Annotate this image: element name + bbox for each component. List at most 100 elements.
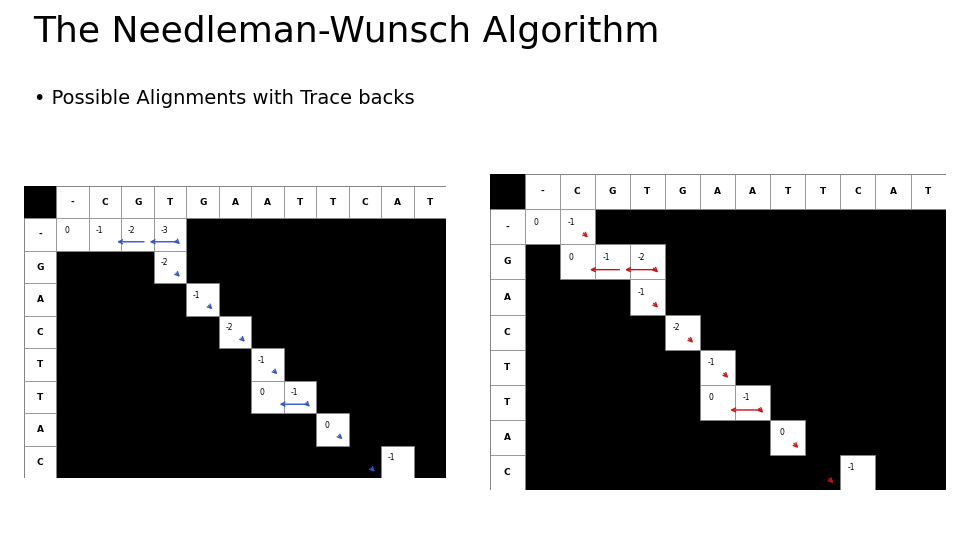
Text: -: - — [505, 222, 509, 231]
Text: 0: 0 — [324, 421, 329, 430]
Bar — [490, 210, 525, 245]
Text: T: T — [784, 187, 791, 197]
Text: A: A — [714, 187, 721, 197]
Text: -1: -1 — [388, 454, 396, 462]
Bar — [24, 316, 57, 348]
Text: 0: 0 — [568, 253, 573, 262]
Bar — [560, 245, 595, 280]
Text: T: T — [504, 363, 511, 372]
Bar — [665, 174, 700, 210]
Bar — [24, 348, 57, 381]
Text: C: C — [504, 328, 511, 336]
Text: C: C — [362, 198, 369, 207]
Text: G: G — [609, 187, 616, 197]
Text: -3: -3 — [160, 226, 168, 235]
Bar — [57, 186, 89, 218]
Text: C: C — [36, 328, 43, 336]
Bar — [284, 186, 317, 218]
Text: -1: -1 — [637, 288, 645, 297]
Text: T: T — [297, 198, 303, 207]
Text: A: A — [264, 198, 271, 207]
Text: 0: 0 — [779, 428, 784, 437]
Bar — [57, 218, 89, 251]
Bar — [154, 251, 186, 284]
Bar — [595, 174, 630, 210]
Text: C: C — [504, 468, 511, 477]
Bar — [700, 384, 735, 420]
Bar — [525, 174, 560, 210]
Text: T: T — [427, 198, 433, 207]
Bar — [665, 315, 700, 349]
Text: 0: 0 — [64, 226, 69, 235]
Bar — [735, 384, 770, 420]
Bar — [490, 349, 525, 384]
Bar — [89, 186, 122, 218]
Bar — [24, 446, 57, 478]
Bar — [89, 218, 122, 251]
Text: A: A — [395, 198, 401, 207]
Bar — [630, 174, 665, 210]
Bar — [381, 186, 414, 218]
Text: T: T — [924, 187, 931, 197]
Bar — [317, 186, 348, 218]
Bar — [876, 174, 910, 210]
Text: -2: -2 — [226, 323, 233, 333]
Text: T: T — [820, 187, 826, 197]
Text: A: A — [231, 198, 239, 207]
Bar — [490, 280, 525, 315]
Text: T: T — [329, 198, 336, 207]
Bar — [186, 186, 219, 218]
Bar — [560, 174, 595, 210]
Text: -2: -2 — [637, 253, 645, 262]
Text: -1: -1 — [291, 388, 299, 397]
Text: G: G — [199, 198, 206, 207]
Text: -1: -1 — [708, 358, 715, 367]
Bar — [840, 174, 876, 210]
Text: G: G — [679, 187, 686, 197]
Text: -: - — [540, 187, 544, 197]
Bar — [700, 349, 735, 384]
Bar — [284, 381, 317, 413]
Bar — [252, 381, 284, 413]
Text: T: T — [37, 393, 43, 402]
Text: A: A — [504, 433, 511, 442]
Bar — [490, 315, 525, 349]
Text: -: - — [38, 230, 42, 239]
Text: • Possible Alignments with Trace backs: • Possible Alignments with Trace backs — [34, 90, 414, 109]
Text: -: - — [71, 198, 75, 207]
Text: T: T — [167, 198, 174, 207]
Text: C: C — [574, 187, 581, 197]
Text: -2: -2 — [128, 226, 135, 235]
Text: G: G — [503, 258, 511, 266]
Bar — [348, 186, 381, 218]
Bar — [490, 245, 525, 280]
Bar — [840, 455, 876, 490]
Text: -1: -1 — [567, 218, 575, 227]
Bar — [910, 174, 946, 210]
Bar — [154, 186, 186, 218]
Text: 0: 0 — [534, 218, 539, 227]
Bar — [186, 284, 219, 316]
Text: A: A — [36, 425, 44, 434]
Text: -1: -1 — [258, 356, 266, 365]
Text: A: A — [890, 187, 897, 197]
Text: 0: 0 — [708, 393, 713, 402]
Text: -1: -1 — [743, 393, 750, 402]
Bar — [770, 420, 805, 455]
Text: A: A — [749, 187, 756, 197]
Text: -2: -2 — [672, 323, 680, 332]
Bar — [219, 186, 252, 218]
Bar — [770, 174, 805, 210]
Text: T: T — [37, 360, 43, 369]
Bar — [560, 210, 595, 245]
Bar — [805, 174, 840, 210]
Bar — [252, 348, 284, 381]
Bar — [735, 174, 770, 210]
Text: The Needleman-Wunsch Algorithm: The Needleman-Wunsch Algorithm — [34, 15, 660, 49]
Text: A: A — [504, 293, 511, 301]
Text: C: C — [36, 457, 43, 467]
Bar — [24, 284, 57, 316]
Bar — [381, 446, 414, 478]
Bar — [122, 186, 154, 218]
Text: T: T — [504, 398, 511, 407]
